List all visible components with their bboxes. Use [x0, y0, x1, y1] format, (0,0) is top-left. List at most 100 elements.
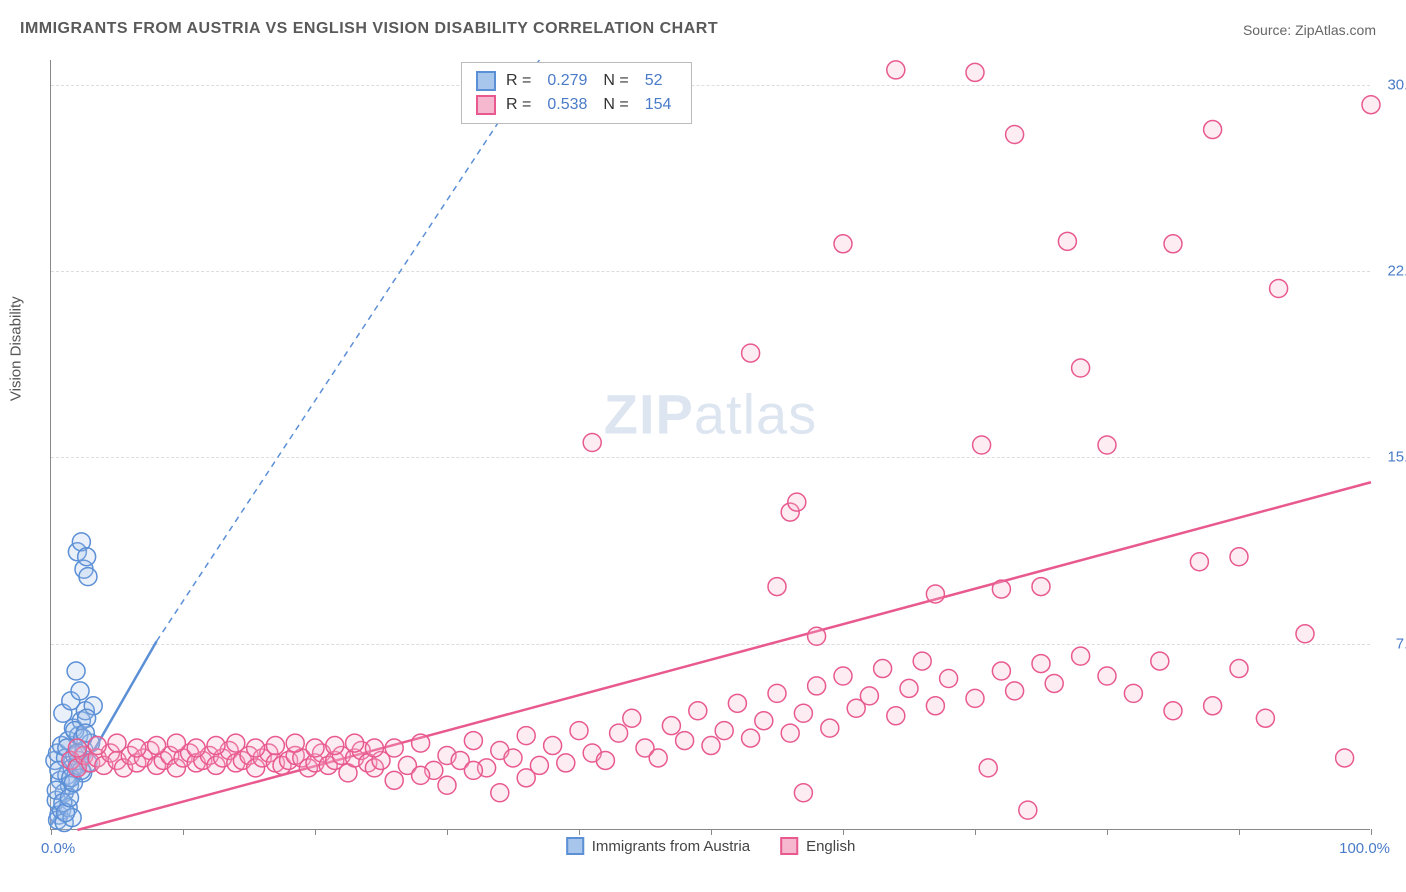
bottom-swatch-0	[566, 837, 584, 855]
scatter-point	[834, 235, 852, 253]
scatter-point	[794, 704, 812, 722]
scatter-point	[148, 737, 166, 755]
y-axis-title: Vision Disability	[8, 296, 25, 401]
legend-n-label: N =	[603, 72, 628, 90]
scatter-point	[346, 734, 364, 752]
scatter-point	[1204, 121, 1222, 139]
bottom-swatch-1	[780, 837, 798, 855]
scatter-point	[491, 784, 509, 802]
scatter-point	[992, 580, 1010, 598]
y-tick-label: 7.5%	[1396, 635, 1406, 652]
scatter-point	[821, 719, 839, 737]
scatter-point	[768, 578, 786, 596]
legend-r-label: R =	[506, 96, 531, 114]
scatter-point	[247, 739, 265, 757]
x-tick	[183, 829, 184, 835]
scatter-point	[689, 702, 707, 720]
scatter-point	[794, 784, 812, 802]
scatter-point	[887, 61, 905, 79]
scatter-point	[610, 724, 628, 742]
legend-r-value-1: 0.538	[547, 96, 587, 114]
x-tick	[843, 829, 844, 835]
scatter-point	[266, 737, 284, 755]
scatter-point	[755, 712, 773, 730]
scatter-point	[1045, 674, 1063, 692]
scatter-point	[128, 739, 146, 757]
scatter-point	[1270, 280, 1288, 298]
scatter-point	[860, 687, 878, 705]
scatter-point	[504, 749, 522, 767]
bottom-legend-item-0: Immigrants from Austria	[566, 837, 750, 855]
plot-area: ZIPatlas Vision Disability 7.5%15.0%22.5…	[50, 60, 1370, 830]
scatter-point	[1098, 436, 1116, 454]
scatter-point	[742, 729, 760, 747]
scatter-point	[649, 749, 667, 767]
scatter-point	[570, 722, 588, 740]
scatter-point	[412, 734, 430, 752]
scatter-point	[940, 669, 958, 687]
x-tick	[1239, 829, 1240, 835]
legend-n-value-0: 52	[645, 72, 663, 90]
trend-line-1	[77, 482, 1371, 830]
x-axis-min-label: 0.0%	[41, 840, 75, 857]
scatter-point	[1032, 578, 1050, 596]
scatter-point	[768, 684, 786, 702]
scatter-svg	[51, 60, 1370, 829]
scatter-point	[1230, 660, 1248, 678]
scatter-point	[874, 660, 892, 678]
scatter-point	[385, 739, 403, 757]
legend-swatch-0	[476, 71, 496, 91]
scatter-point	[1164, 702, 1182, 720]
scatter-point	[887, 707, 905, 725]
scatter-point	[788, 493, 806, 511]
scatter-point	[517, 727, 535, 745]
scatter-point	[676, 732, 694, 750]
y-tick-label: 30.0%	[1387, 76, 1406, 93]
scatter-point	[464, 761, 482, 779]
y-tick-label: 22.5%	[1387, 263, 1406, 280]
scatter-point	[1006, 682, 1024, 700]
scatter-point	[596, 751, 614, 769]
scatter-point	[728, 694, 746, 712]
source-attribution: Source: ZipAtlas.com	[1243, 22, 1376, 38]
scatter-point	[207, 737, 225, 755]
legend-r-label: R =	[506, 72, 531, 90]
scatter-point	[108, 734, 126, 752]
scatter-point	[808, 677, 826, 695]
legend-n-label: N =	[603, 96, 628, 114]
bottom-legend: Immigrants from Austria English	[566, 837, 856, 855]
scatter-point	[517, 769, 535, 787]
scatter-point	[1204, 697, 1222, 715]
legend-row-series-0: R = 0.279 N = 52	[476, 69, 677, 93]
scatter-point	[834, 667, 852, 685]
scatter-point	[1151, 652, 1169, 670]
scatter-point	[1058, 232, 1076, 250]
bottom-legend-item-1: English	[780, 837, 855, 855]
x-tick	[1107, 829, 1108, 835]
scatter-point	[662, 717, 680, 735]
scatter-point	[979, 759, 997, 777]
x-tick	[711, 829, 712, 835]
x-tick	[1371, 829, 1372, 835]
bottom-legend-label-0: Immigrants from Austria	[592, 838, 750, 855]
scatter-point	[71, 682, 89, 700]
scatter-point	[1164, 235, 1182, 253]
legend-r-value-0: 0.279	[547, 72, 587, 90]
scatter-point	[966, 689, 984, 707]
scatter-point	[1362, 96, 1380, 114]
scatter-point	[913, 652, 931, 670]
scatter-point	[464, 732, 482, 750]
scatter-point	[973, 436, 991, 454]
scatter-point	[900, 679, 918, 697]
scatter-point	[781, 724, 799, 742]
x-axis-max-label: 100.0%	[1339, 840, 1390, 857]
scatter-point	[385, 771, 403, 789]
scatter-point	[702, 737, 720, 755]
scatter-point	[1256, 709, 1274, 727]
scatter-point	[1336, 749, 1354, 767]
scatter-point	[926, 585, 944, 603]
scatter-point	[557, 754, 575, 772]
scatter-point	[583, 434, 601, 452]
x-tick	[315, 829, 316, 835]
scatter-point	[227, 734, 245, 752]
